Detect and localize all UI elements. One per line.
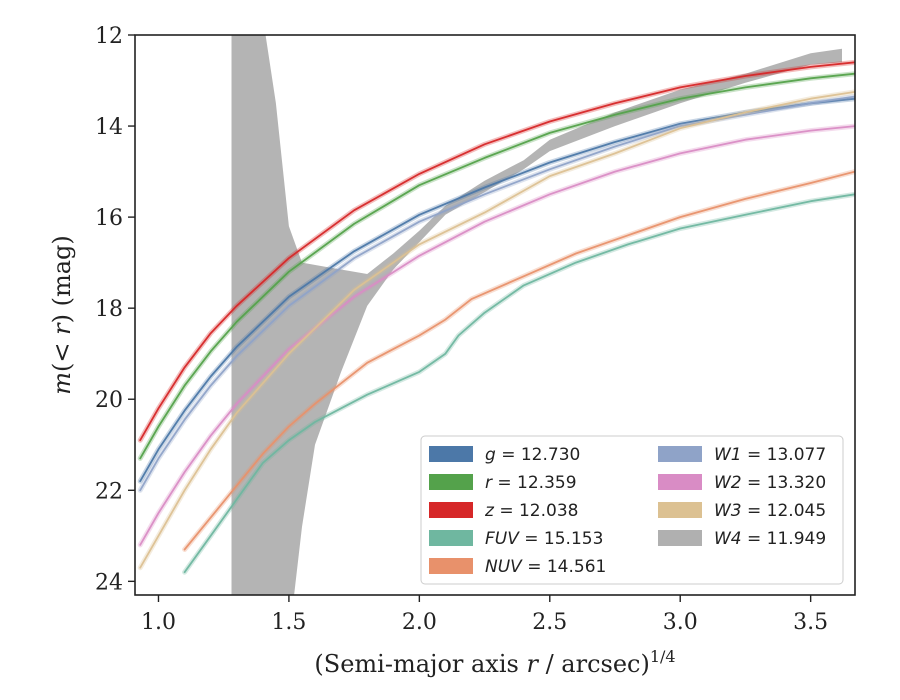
legend-item-w4: W4 = 11.949 xyxy=(658,529,826,549)
plot-area xyxy=(137,35,855,595)
legend-label: W1 = 13.077 xyxy=(714,445,826,465)
legend-swatch xyxy=(429,530,473,546)
x-tick-label: 3.0 xyxy=(663,610,698,635)
line-r xyxy=(139,72,855,460)
y-tick-label: 24 xyxy=(95,570,123,595)
legend-label: z = 12.038 xyxy=(484,501,578,521)
legend-item-fuv: FUV = 15.153 xyxy=(429,529,603,549)
y-tick-label: 18 xyxy=(95,297,123,322)
legend-item-w3: W3 = 12.045 xyxy=(658,501,826,521)
legend-swatch xyxy=(658,530,702,546)
legend-swatch xyxy=(658,502,702,518)
x-tick-label: 2.5 xyxy=(532,610,567,635)
line-g xyxy=(139,97,855,483)
legend-label: NUV = 14.561 xyxy=(485,557,606,577)
y-tick-label: 16 xyxy=(95,206,123,231)
line-w2 xyxy=(139,125,855,546)
legend-item-w2: W2 = 13.320 xyxy=(658,473,826,493)
legend-swatch xyxy=(658,474,702,490)
legend-item-nuv: NUV = 14.561 xyxy=(429,557,606,577)
legend-swatch xyxy=(429,558,473,574)
legend-swatch xyxy=(429,502,473,518)
legend-item-w1: W1 = 13.077 xyxy=(658,445,826,465)
legend-item-z: z = 12.038 xyxy=(429,501,578,521)
legend-swatch xyxy=(658,446,702,462)
line-w3 xyxy=(139,91,855,569)
line-z xyxy=(139,61,855,442)
legend-label: g = 12.730 xyxy=(485,445,580,465)
y-tick-label: 14 xyxy=(95,115,123,140)
legend: g = 12.730 r = 12.359 z = 12.038 FUV = 15.1… xyxy=(420,435,844,585)
y-tick-label: 12 xyxy=(95,24,123,49)
line-nuv xyxy=(183,170,855,551)
legend-swatch xyxy=(429,446,473,462)
x-axis-title: (Semi-major axis r / arcsec)1/4 xyxy=(314,647,675,678)
x-tick-label: 1.0 xyxy=(141,610,176,635)
legend-label: W2 = 13.320 xyxy=(714,473,826,493)
plot-frame xyxy=(134,34,856,596)
x-tick-label: 1.5 xyxy=(271,610,306,635)
w4-band-layer xyxy=(231,35,842,595)
legend-label: W4 = 11.949 xyxy=(714,529,826,549)
y-tick-label: 22 xyxy=(95,479,123,504)
legend-box xyxy=(420,435,844,585)
legend-label: r = 12.359 xyxy=(485,473,577,493)
legend-swatch xyxy=(429,474,473,490)
legend-label: W3 = 12.045 xyxy=(714,501,826,521)
band-w4 xyxy=(231,35,842,595)
y-tick-label: 20 xyxy=(95,388,123,413)
legend-item-g: g = 12.730 xyxy=(429,445,580,465)
x-tick-label: 3.5 xyxy=(793,610,828,635)
line-fuv xyxy=(183,193,855,574)
legend-item-r: r = 12.359 xyxy=(429,473,577,493)
x-tick-label: 2.0 xyxy=(402,610,437,635)
x-axis: 1.0 1.5 2.0 2.5 3.0 3.5 xyxy=(141,595,828,635)
y-axis: 12 14 16 18 20 22 24 xyxy=(95,24,135,595)
series-lines-layer xyxy=(137,59,855,575)
y-axis-title: m(< r) (mag) xyxy=(48,235,76,395)
legend-label: FUV = 15.153 xyxy=(485,529,603,549)
